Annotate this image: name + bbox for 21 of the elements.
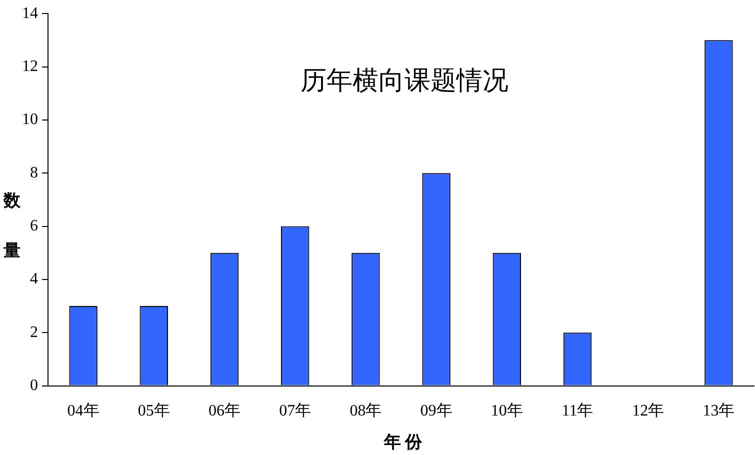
y-tick-label: 12	[22, 58, 38, 75]
x-tick-label: 08年	[350, 402, 382, 420]
x-tick-label: 11年	[562, 402, 594, 420]
x-tick-label: 06年	[208, 402, 240, 420]
x-tick-label: 07年	[279, 402, 312, 420]
y-tick-label: 10	[22, 111, 38, 128]
x-tick-label: 13年	[702, 402, 735, 420]
x-tick-label: 10年	[490, 402, 523, 420]
text: 数量	[4, 191, 20, 260]
text: 历年横向课题情况	[300, 66, 509, 95]
x-tick-label: 12年	[632, 402, 664, 420]
y-tick-label: 8	[30, 164, 38, 182]
x-tick-label: 04年	[67, 402, 100, 420]
y-tick-label: 2	[30, 324, 38, 341]
x-tick-label: 09年	[420, 402, 452, 420]
y-tick-label: 4	[30, 270, 38, 288]
y-tick-label: 6	[30, 217, 38, 234]
x-tick-label: 05年	[138, 402, 170, 420]
y-tick-label: 0	[30, 377, 38, 394]
x-axis-title: 年 份	[382, 432, 424, 452]
y-tick-label: 14	[22, 4, 38, 22]
